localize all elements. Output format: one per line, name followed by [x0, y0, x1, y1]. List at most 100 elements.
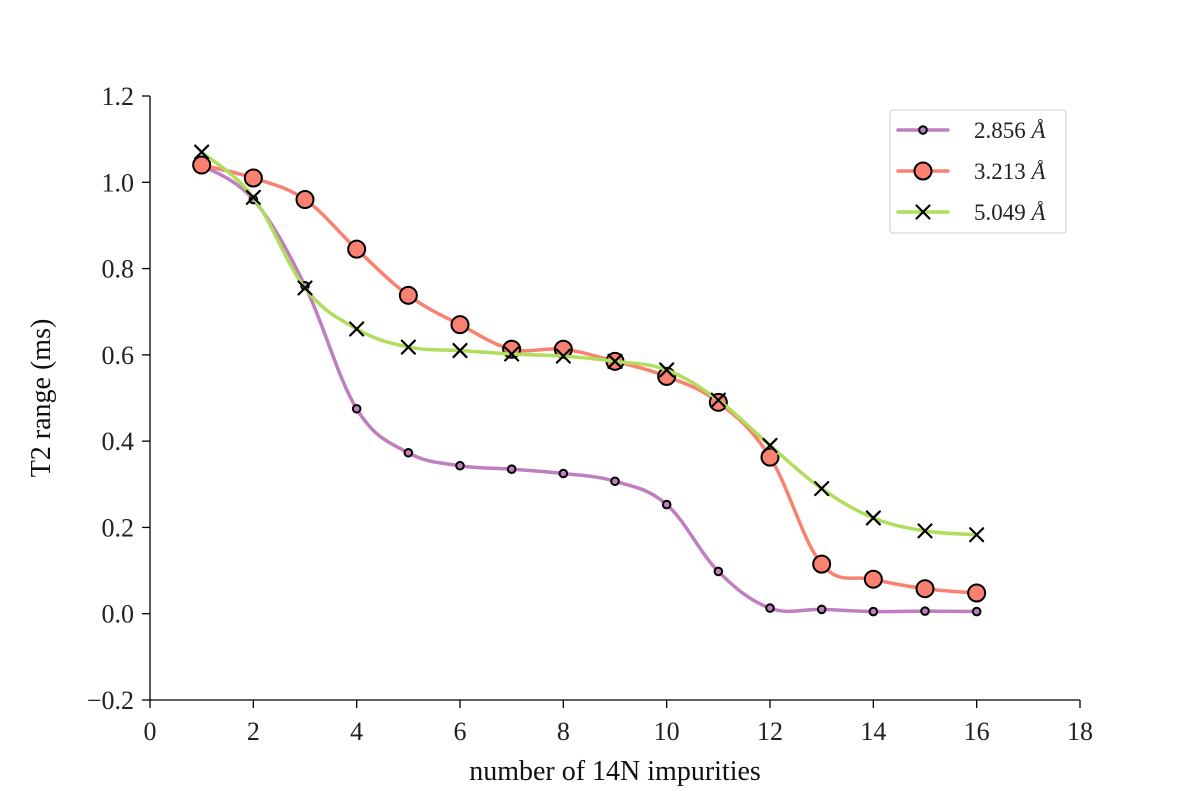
- legend-label-unit: Å: [1030, 200, 1047, 225]
- data-point: [812, 554, 832, 574]
- y-tick-label: −0.2: [87, 686, 134, 715]
- data-point: [863, 569, 883, 589]
- data-point: [915, 579, 935, 599]
- y-tick-label: 1.2: [102, 82, 135, 111]
- data-point: [295, 190, 315, 210]
- data-point: [713, 566, 724, 577]
- data-point: [969, 527, 985, 543]
- series-line: [199, 163, 979, 595]
- data-point: [918, 125, 928, 135]
- legend-label-unit: Å: [1030, 159, 1047, 184]
- data-point: [351, 403, 362, 414]
- x-marker-stroke: [915, 204, 931, 220]
- legend-label-unit: Å: [1030, 118, 1047, 143]
- data-point: [455, 460, 465, 471]
- data-point: [865, 510, 881, 526]
- y-axis-label: T2 range (ms): [26, 319, 57, 478]
- data-point: [192, 155, 212, 175]
- data-point: [762, 437, 778, 454]
- series-3: [194, 144, 985, 543]
- data-point: [555, 348, 571, 364]
- x-tick-label: 2: [247, 717, 260, 746]
- series-1: [196, 160, 982, 617]
- legend-label-value: 3.213: [974, 159, 1032, 184]
- x-tick-label: 12: [757, 717, 783, 746]
- legend-item: 3.213 Å: [896, 159, 1047, 184]
- data-point: [452, 342, 468, 359]
- legend-frame: [889, 109, 1067, 234]
- data-point: [400, 339, 416, 355]
- data-point: [710, 392, 726, 408]
- series-2: [192, 155, 987, 603]
- data-point: [349, 321, 365, 337]
- x-marker-stroke: [400, 339, 416, 355]
- x-marker-stroke: [710, 392, 726, 408]
- data-point: [868, 606, 879, 617]
- data-point: [607, 353, 623, 369]
- data-point: [816, 604, 827, 615]
- x-tick-label: 8: [557, 717, 570, 746]
- legend-label: 5.049 Å: [974, 200, 1047, 225]
- x-marker-stroke: [969, 527, 985, 543]
- x-marker-stroke: [194, 144, 210, 160]
- data-point: [398, 285, 418, 305]
- y-tick-label: 0.4: [102, 427, 135, 456]
- y-tick-label: 0.8: [102, 255, 135, 284]
- legend-label: 2.856 Å: [974, 118, 1047, 143]
- data-point: [297, 280, 313, 296]
- x-marker-stroke: [607, 353, 623, 369]
- x-marker-stroke: [297, 280, 313, 296]
- x-tick-label: 16: [964, 717, 990, 746]
- data-point: [347, 239, 367, 259]
- data-point: [913, 161, 933, 181]
- x-marker-stroke: [814, 481, 830, 497]
- y-tick-label: 0.6: [102, 341, 135, 370]
- y-tick-label: 0.0: [102, 600, 135, 629]
- x-marker-stroke: [762, 437, 778, 454]
- y-ticks: −0.2 0.0 0.2 0.4 0.6 0.8 1.0 1.2: [87, 82, 150, 715]
- x-tick-label: 6: [454, 717, 467, 746]
- y-tick-label: 0.2: [102, 513, 135, 542]
- data-point: [243, 168, 263, 188]
- x-tick-label: 10: [654, 717, 680, 746]
- axes: [149, 96, 1080, 701]
- y-tick-label: 1.0: [102, 168, 135, 197]
- data-point: [814, 481, 830, 497]
- series-lines: [192, 144, 987, 617]
- x-tick-label: 14: [860, 717, 886, 746]
- x-marker-stroke: [555, 348, 571, 364]
- x-marker-stroke: [659, 362, 675, 378]
- x-marker-stroke: [452, 342, 468, 359]
- data-point: [450, 315, 470, 335]
- data-point: [245, 189, 261, 205]
- data-point: [915, 204, 931, 220]
- data-point: [967, 583, 987, 603]
- x-axis-label: number of 14N impurities: [469, 756, 761, 787]
- data-point: [920, 606, 930, 616]
- data-point: [558, 468, 569, 479]
- legend-label-value: 2.856: [974, 118, 1032, 143]
- x-tick-label: 18: [1067, 717, 1093, 746]
- legend: 2.856 Å3.213 Å5.049 Å: [889, 109, 1067, 234]
- series-line: [199, 150, 979, 537]
- x-marker-stroke: [349, 321, 365, 337]
- x-marker-stroke: [504, 346, 520, 362]
- legend-item: 5.049 Å: [896, 200, 1047, 225]
- data-point: [765, 603, 775, 613]
- legend-label-value: 5.049: [974, 200, 1032, 225]
- data-point: [504, 346, 520, 362]
- x-marker-stroke: [865, 510, 881, 526]
- legend-item: 2.856 Å: [896, 118, 1047, 143]
- data-point: [610, 476, 620, 487]
- series-line: [199, 163, 979, 614]
- x-tick-label: 4: [350, 717, 363, 746]
- data-point: [194, 144, 210, 160]
- data-point: [659, 362, 675, 378]
- x-marker-stroke: [917, 523, 933, 539]
- x-ticks: 0 2 4 6 8 10 12 14 16 18: [144, 700, 1093, 746]
- data-point: [760, 447, 780, 467]
- data-point: [403, 447, 414, 458]
- x-tick-label: 0: [144, 717, 157, 746]
